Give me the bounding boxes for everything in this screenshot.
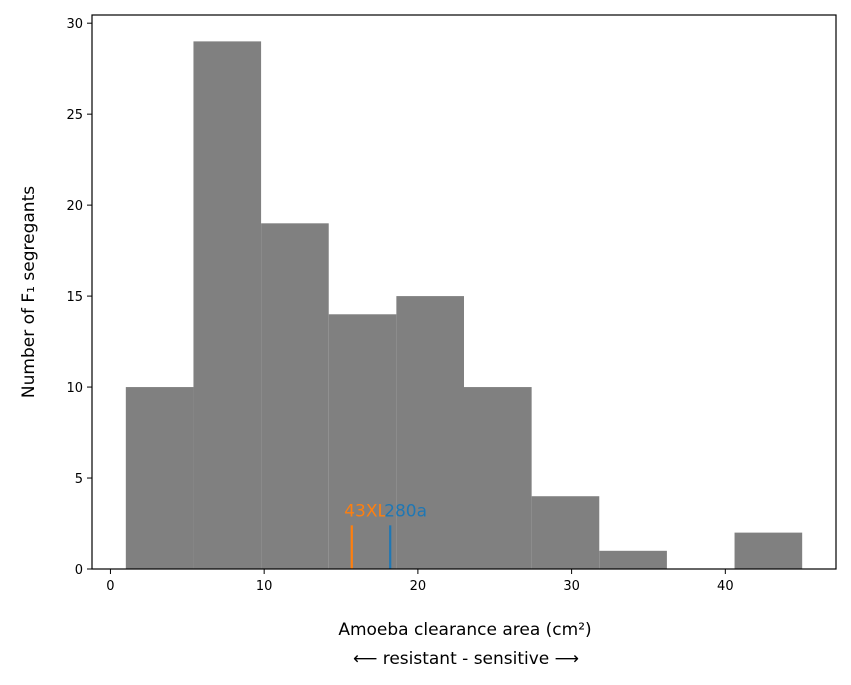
y-tick-label: 25 [66, 108, 83, 123]
y-tick-label: 0 [75, 563, 83, 578]
histogram-bar [531, 496, 600, 569]
y-tick-label: 15 [66, 290, 83, 305]
strain-marker-label: 280a [384, 501, 427, 521]
histogram-bar [599, 550, 667, 569]
x-axis-label: Amoeba clearance area (cm²) [338, 620, 591, 640]
histogram-bar [261, 223, 329, 570]
histogram-bar [328, 314, 397, 569]
y-axis-ticks: 0 5 10 15 20 25 30 [66, 17, 92, 578]
y-tick-label: 30 [66, 17, 83, 32]
histogram-bar [734, 532, 803, 569]
histogram-bar [193, 41, 262, 569]
histogram-bar [396, 296, 464, 569]
x-tick-label: 20 [410, 579, 427, 594]
y-tick-label: 5 [75, 472, 83, 487]
histogram-bar [125, 387, 194, 569]
histogram-bar [464, 387, 532, 569]
x-axis-sublabel: ⟵ resistant - sensitive ⟶ [353, 649, 579, 669]
x-tick-label: 10 [256, 579, 273, 594]
y-tick-label: 10 [66, 381, 83, 396]
x-tick-label: 0 [106, 579, 114, 594]
y-tick-label: 20 [66, 199, 83, 214]
strain-marker-label: 43XL [344, 501, 387, 521]
x-axis-ticks: 0 10 20 30 40 [106, 569, 734, 594]
x-tick-label: 30 [563, 579, 580, 594]
histogram-bars [125, 41, 803, 570]
plot-frame [91, 14, 837, 570]
y-axis-label: Number of F₁ segregants [19, 186, 39, 398]
x-tick-label: 40 [717, 579, 734, 594]
